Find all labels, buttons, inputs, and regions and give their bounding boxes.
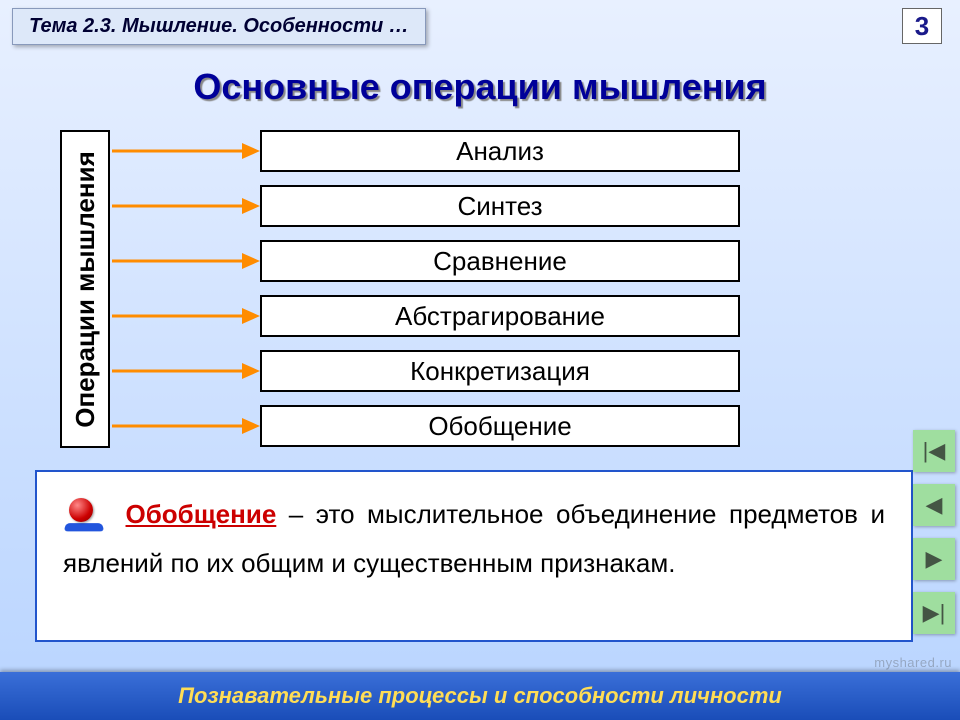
definition-term: Обобщение [126, 499, 277, 529]
page-number-badge: 3 [902, 8, 942, 44]
operation-box: Абстрагирование [260, 295, 740, 337]
arrow-icon [112, 240, 260, 282]
footer-text: Познавательные процессы и способности ли… [178, 683, 782, 709]
source-box: Операции мышления [60, 130, 110, 448]
arrow-icon [112, 295, 260, 337]
operations-diagram: Операции мышления Анализ Синтез Сравнение А… [60, 130, 840, 460]
operation-label: Анализ [456, 136, 544, 167]
topic-tab: Тема 2.3. Мышление. Особенности … [12, 8, 426, 45]
arrow-icon [112, 185, 260, 227]
topic-label: Тема 2.3. Мышление. Особенности … [29, 15, 409, 37]
operation-label: Обобщение [428, 411, 571, 442]
arrow-icon [112, 405, 260, 447]
bullet-icon [63, 500, 105, 532]
page-number-value: 3 [915, 11, 929, 42]
definition-block: Обобщение – это мыслительное объединение… [35, 470, 913, 642]
operation-box: Сравнение [260, 240, 740, 282]
nav-prev-button[interactable]: ◀ [913, 484, 955, 526]
footer-bar: Познавательные процессы и способности ли… [0, 672, 960, 720]
arrow-icon [112, 350, 260, 392]
nav-next-button[interactable]: ▶ [913, 538, 955, 580]
operation-label: Синтез [457, 191, 542, 222]
operation-box: Анализ [260, 130, 740, 172]
nav-button-group: |◀ ◀ ▶ ▶| [913, 430, 957, 646]
nav-first-button[interactable]: |◀ [913, 430, 955, 472]
operation-label: Конкретизация [410, 356, 590, 387]
arrow-icon [112, 130, 260, 172]
operation-box: Конкретизация [260, 350, 740, 392]
watermark: myshared.ru [874, 655, 952, 670]
operation-label: Сравнение [433, 246, 567, 277]
page-title: Основные операции мышления [0, 66, 960, 108]
operation-box: Синтез [260, 185, 740, 227]
source-label: Операции мышления [70, 151, 101, 428]
nav-last-button[interactable]: ▶| [913, 592, 955, 634]
operation-label: Абстрагирование [395, 301, 605, 332]
operation-box: Обобщение [260, 405, 740, 447]
